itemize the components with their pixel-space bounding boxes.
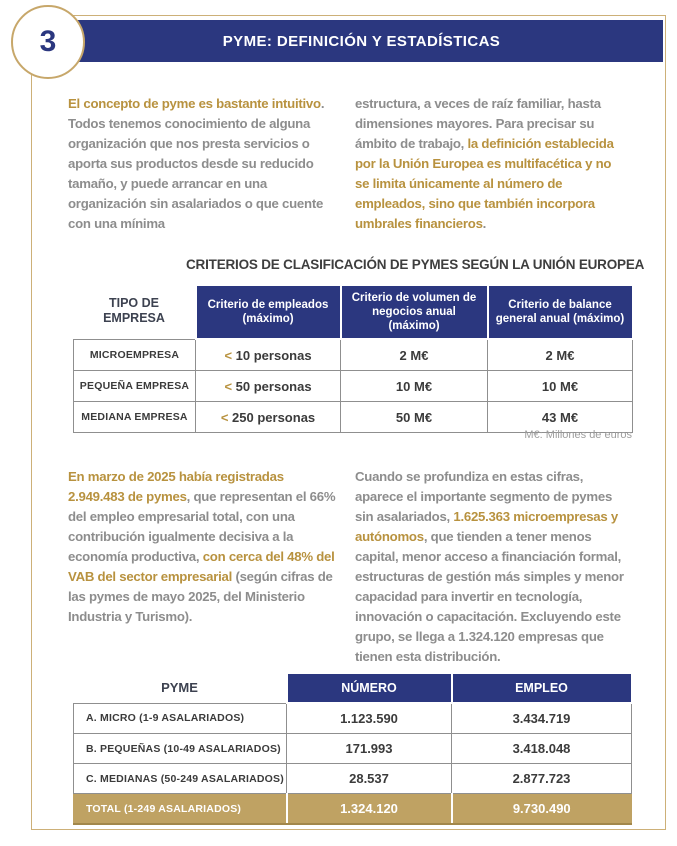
- numero-cell: 1.123.590: [286, 702, 452, 734]
- empleo-cell: 3.434.719: [451, 702, 632, 734]
- page-title: PYME: DEFINICIÓN Y ESTADÍSTICAS: [222, 32, 501, 50]
- text-segment-gray: estructura, a veces de raíz familiar, ha…: [355, 96, 601, 151]
- empleo-cell: 3.418.048: [451, 733, 632, 764]
- row-label: C. MEDIANAS (50-249 ASALARIADOS): [73, 763, 287, 794]
- pyme-distribution-table: PYME NÚMERO EMPLEO A. MICRO (1-9 ASALARI…: [73, 672, 633, 825]
- numero-cell: 171.993: [286, 733, 452, 764]
- table-row: MEDIANA EMPRESA < 250 personas 50 M€ 43 …: [73, 401, 633, 433]
- table1-header-balance: Criterio de balance general anual (máxim…: [486, 284, 634, 340]
- total-numero-cell: 1.324.120: [285, 793, 453, 825]
- table-row: A. MICRO (1-9 ASALARIADOS) 1.123.590 3.4…: [73, 702, 632, 734]
- volume-cell: 2 M€: [340, 338, 488, 371]
- table2-header-empleo: EMPLEO: [450, 672, 633, 704]
- volume-cell: 10 M€: [340, 370, 488, 402]
- table-row: PEQUEÑA EMPRESA < 50 personas 10 M€ 10 M…: [73, 370, 633, 402]
- text-segment-gray: (según cifras de las pymes de mayo 2025,…: [68, 569, 333, 624]
- numero-cell: 28.537: [286, 763, 452, 794]
- text-segment-gray: Cuando se profundiza en estas cifras, ap…: [355, 469, 613, 524]
- classification-table-title: CRITERIOS DE CLASIFICACIÓN DE PYMES SEGÚ…: [186, 257, 645, 272]
- text-segment-gold: 1.625.363 microempresas y autónomos: [355, 509, 618, 544]
- text-segment-gold: El concepto de pyme es bastante intuitiv…: [68, 96, 321, 111]
- classification-table-header-row: TIPO DE EMPRESA Criterio de empleados (m…: [73, 284, 634, 340]
- page-border-frame: [31, 15, 666, 830]
- row-label: MICROEMPRESA: [73, 338, 196, 371]
- less-than-symbol: <: [220, 409, 229, 425]
- table2-header-numero: NÚMERO: [285, 672, 453, 704]
- total-empleo-cell: 9.730.490: [450, 793, 632, 825]
- less-than-symbol: <: [224, 347, 233, 363]
- text-segment-gold: con cerca del 48% del VAB del sector emp…: [68, 549, 335, 584]
- text-segment-gray: . Todos tenemos conocimiento de alguna o…: [68, 96, 325, 231]
- employees-cell: < 250 personas: [195, 401, 341, 433]
- text-segment-gold: En marzo de 2025 había registradas 2.949…: [68, 469, 284, 504]
- empleo-cell: 2.877.723: [451, 763, 632, 794]
- row-label: B. PEQUEÑAS (10-49 ASALARIADOS): [73, 733, 287, 764]
- employees-value: 10 personas: [235, 347, 312, 363]
- employees-value: 250 personas: [232, 409, 316, 425]
- table-row: MICROEMPRESA < 10 personas 2 M€ 2 M€: [73, 338, 633, 371]
- table1-footnote: M€: Millones de euros: [524, 429, 632, 441]
- row-label: MEDIANA EMPRESA: [73, 401, 196, 433]
- page-number: 3: [39, 25, 57, 58]
- row-label: A. MICRO (1-9 ASALARIADOS): [73, 702, 287, 734]
- stats-right-column: Cuando se profundiza en estas cifras, ap…: [355, 467, 628, 667]
- statistics-paragraphs: En marzo de 2025 había registradas 2.949…: [68, 467, 628, 667]
- text-segment-gray: , que tienden a tener menos capital, men…: [355, 529, 624, 664]
- balance-cell: 10 M€: [487, 370, 633, 402]
- balance-cell: 2 M€: [487, 338, 633, 371]
- text-segment-gray: , que representan el 66% del empleo empr…: [68, 489, 336, 564]
- volume-cell: 50 M€: [340, 401, 488, 433]
- table-row: C. MEDIANAS (50-249 ASALARIADOS) 28.537 …: [73, 763, 632, 794]
- table-row: B. PEQUEÑAS (10-49 ASALARIADOS) 171.993 …: [73, 733, 632, 764]
- table1-header-volume: Criterio de volumen de negocios anual (m…: [339, 284, 489, 340]
- intro-paragraphs: El concepto de pyme es bastante intuitiv…: [68, 94, 628, 234]
- distribution-table-header-row: PYME NÚMERO EMPLEO: [73, 672, 633, 704]
- table1-header-employees: Criterio de empleados (máximo): [194, 284, 342, 340]
- intro-right-column: estructura, a veces de raíz familiar, ha…: [355, 94, 628, 234]
- header-bar: PYME: DEFINICIÓN Y ESTADÍSTICAS: [60, 20, 663, 62]
- employees-value: 50 personas: [235, 378, 312, 394]
- intro-left-column: El concepto de pyme es bastante intuitiv…: [68, 94, 341, 234]
- table1-corner-header: TIPO DE EMPRESA: [73, 285, 196, 339]
- classification-table: TIPO DE EMPRESA Criterio de empleados (m…: [73, 284, 634, 433]
- total-row-label: TOTAL (1-249 ASALARIADOS): [73, 793, 288, 825]
- stats-left-column: En marzo de 2025 había registradas 2.949…: [68, 467, 341, 667]
- employees-cell: < 50 personas: [195, 370, 341, 402]
- balance-cell: 43 M€: [487, 401, 633, 433]
- table2-corner-header: PYME: [73, 673, 287, 703]
- table1-corner-header-label: TIPO DE EMPRESA: [103, 296, 165, 326]
- page-number-badge: 3: [11, 5, 85, 79]
- text-segment-gold: la definición establecida por la Unión E…: [355, 136, 614, 231]
- employees-cell: < 10 personas: [195, 338, 341, 371]
- table-total-row: TOTAL (1-249 ASALARIADOS) 1.324.120 9.73…: [73, 793, 632, 825]
- text-segment-gray: .: [482, 216, 487, 231]
- less-than-symbol: <: [224, 378, 233, 394]
- row-label: PEQUEÑA EMPRESA: [73, 370, 196, 402]
